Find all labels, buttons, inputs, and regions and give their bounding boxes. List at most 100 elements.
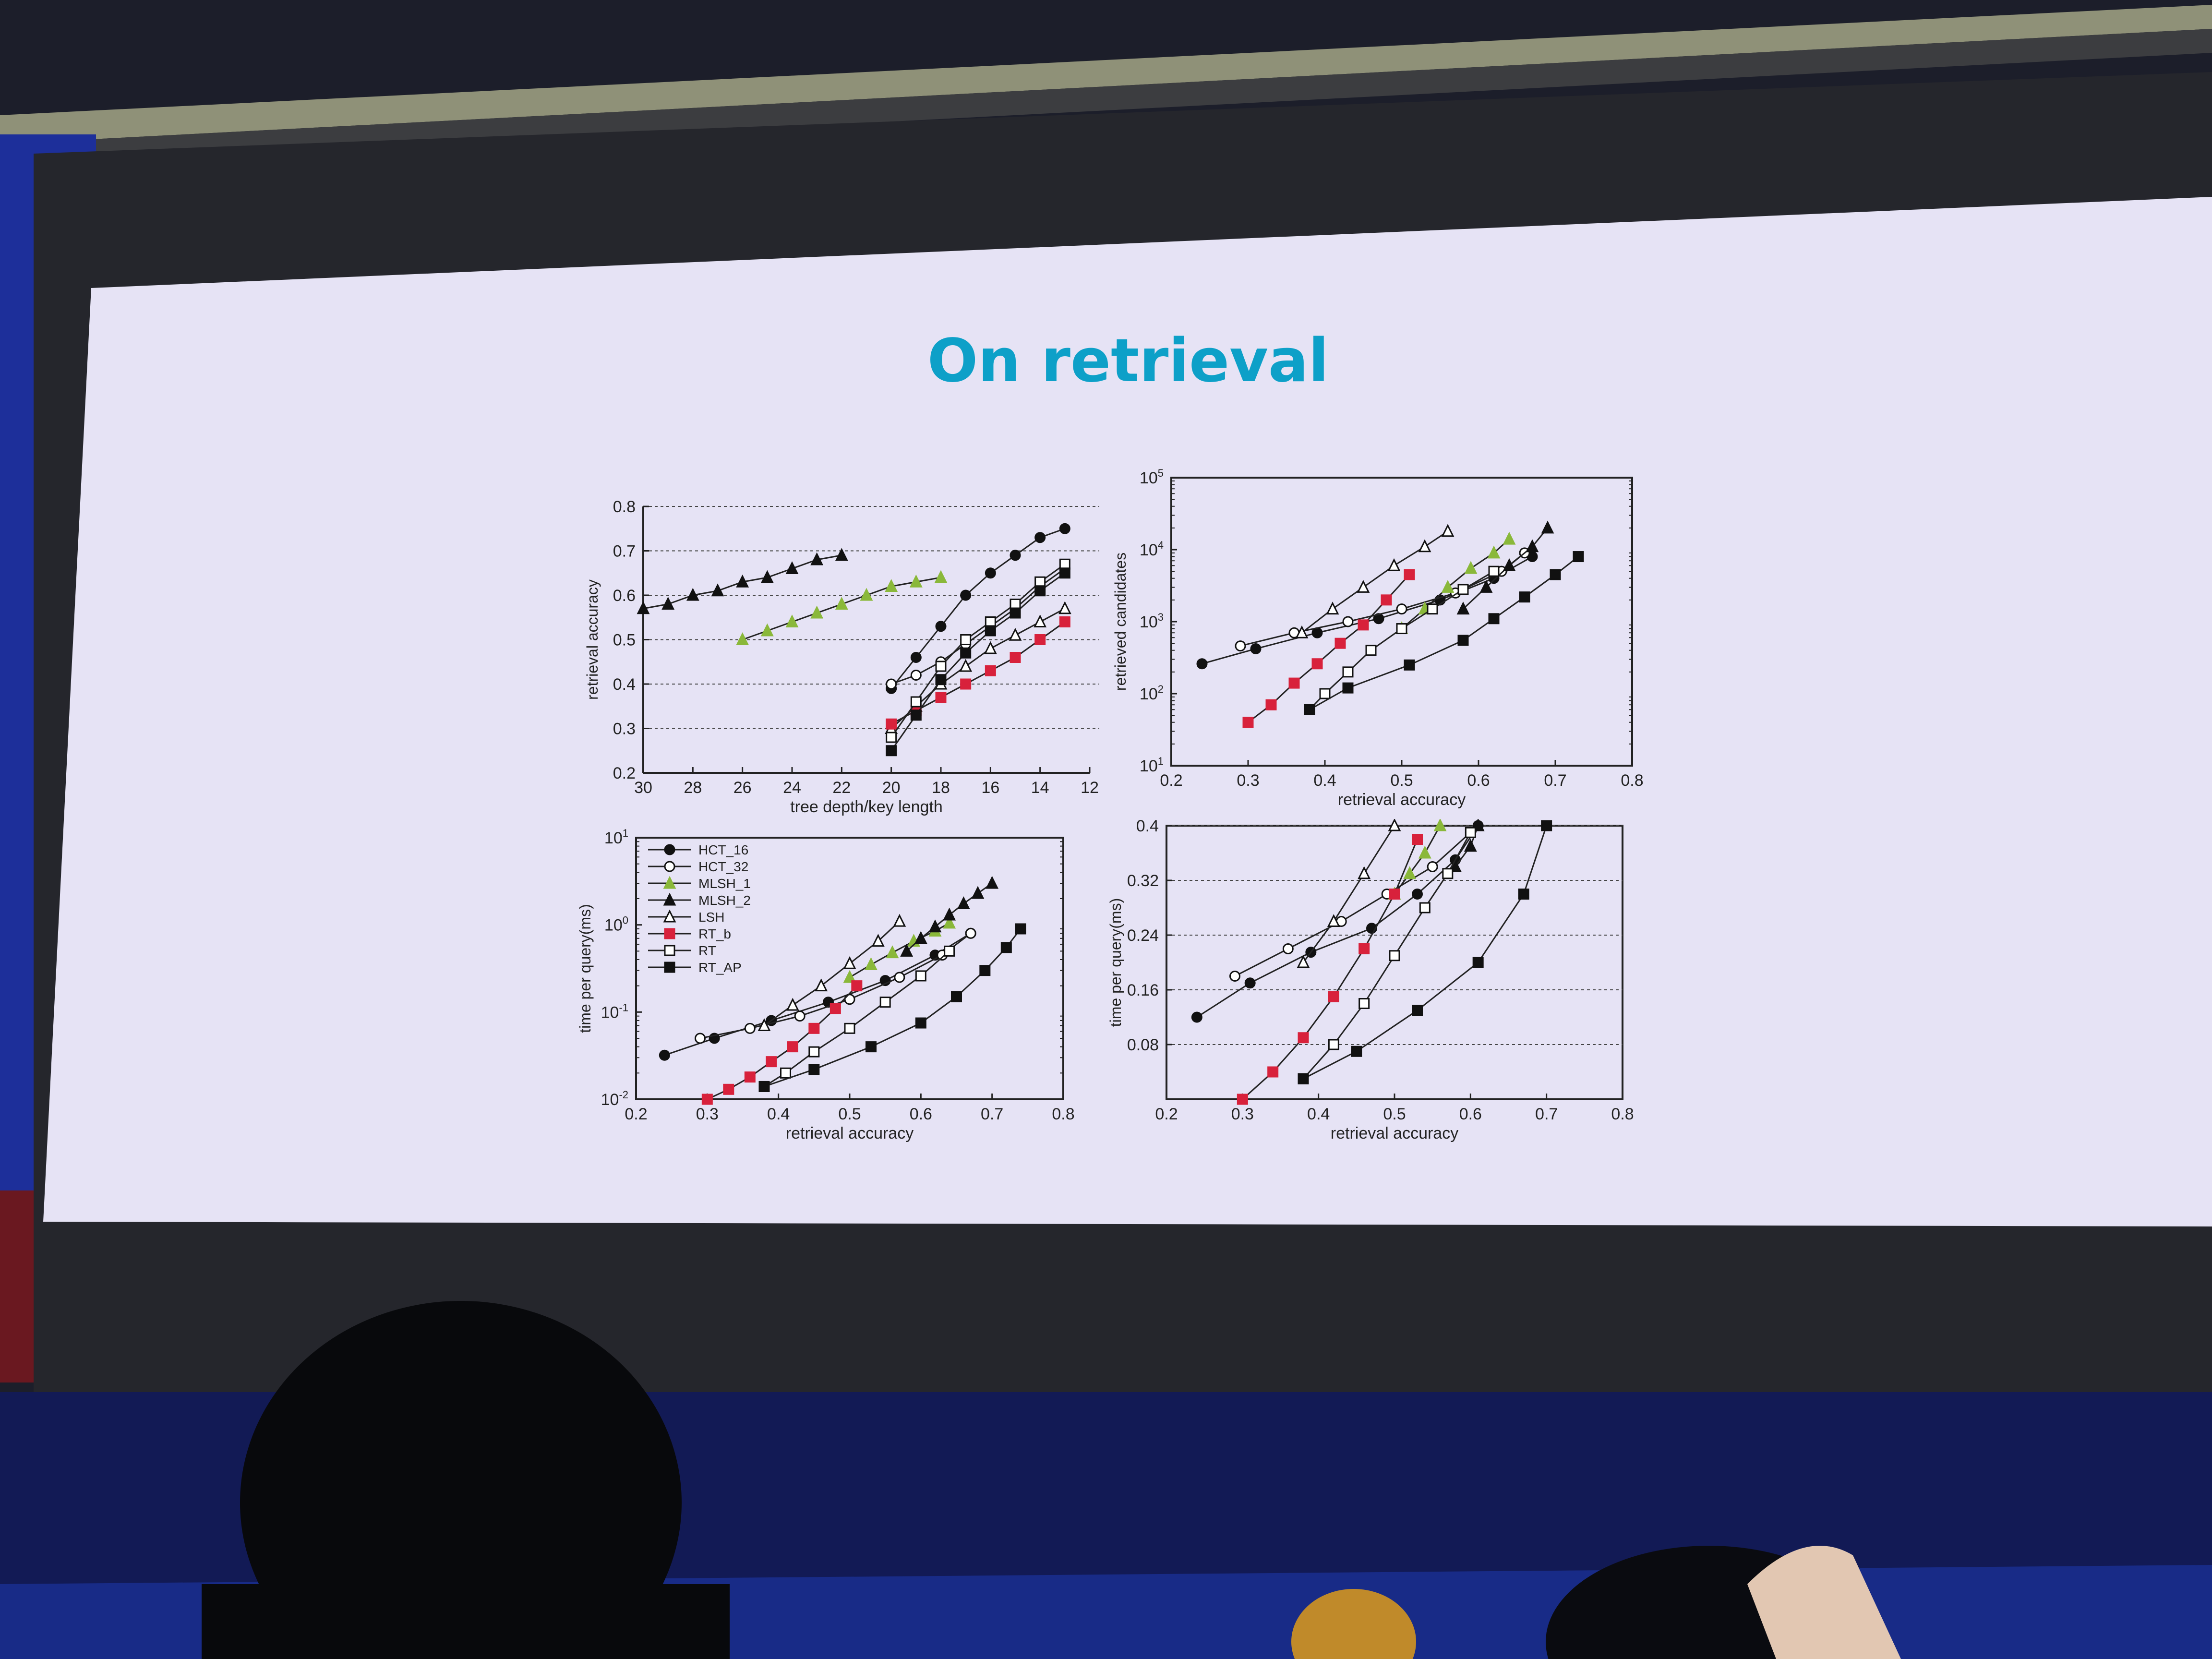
x-tick-label: 0.8 bbox=[1052, 1105, 1074, 1123]
data-point-RT_b bbox=[1288, 677, 1300, 689]
x-tick-label: 22 bbox=[832, 779, 851, 797]
data-point-RT_AP bbox=[1059, 567, 1070, 579]
data-point-HCT_16 bbox=[1196, 658, 1208, 670]
data-point-RT_b bbox=[886, 718, 897, 730]
data-point-RT_AP bbox=[951, 991, 962, 1002]
x-tick-label: 0.2 bbox=[1155, 1105, 1178, 1123]
legend-marker bbox=[664, 945, 675, 956]
data-point-RT bbox=[1465, 827, 1476, 838]
legend-label: MLSH_2 bbox=[698, 893, 751, 908]
x-tick-label: 0.3 bbox=[1231, 1105, 1254, 1123]
x-tick-label: 0.2 bbox=[1160, 771, 1182, 790]
data-point-RT bbox=[1365, 645, 1377, 656]
legend-label: RT bbox=[698, 943, 716, 958]
data-point-LSH bbox=[1034, 614, 1047, 627]
y-tick-label: 0.7 bbox=[613, 542, 636, 561]
data-point-RT_AP bbox=[866, 1041, 877, 1053]
data-point-MLSH_2 bbox=[1456, 601, 1470, 615]
y-tick-label: 0.24 bbox=[1127, 926, 1159, 945]
data-point-LSH bbox=[871, 934, 885, 947]
data-point-RT bbox=[1342, 666, 1354, 678]
data-point-MLSH_1 bbox=[934, 570, 948, 583]
data-point-MLSH_2 bbox=[736, 574, 749, 588]
data-point-MLSH_2 bbox=[686, 588, 699, 601]
data-point-RT bbox=[1457, 584, 1469, 595]
data-point-RT_b bbox=[960, 678, 972, 690]
y-tick-label: 0.6 bbox=[613, 587, 636, 605]
data-point-LSH bbox=[815, 978, 828, 992]
x-tick-label: 0.6 bbox=[910, 1105, 932, 1123]
data-point-RT_AP bbox=[1488, 613, 1500, 625]
data-point-RT bbox=[1396, 623, 1407, 635]
data-point-RT_AP bbox=[960, 647, 972, 659]
data-point-LSH bbox=[1441, 524, 1455, 537]
data-point-RT_AP bbox=[1472, 957, 1484, 968]
data-point-MLSH_1 bbox=[760, 623, 774, 637]
data-point-RT_b bbox=[935, 692, 947, 703]
data-point-MLSH_1 bbox=[1464, 561, 1478, 574]
x-tick-label: 18 bbox=[932, 779, 950, 797]
x-tick-label: 0.5 bbox=[838, 1105, 861, 1123]
y-tick-label: 104 bbox=[1140, 539, 1164, 559]
data-point-MLSH_1 bbox=[865, 957, 878, 970]
data-point-MLSH_1 bbox=[736, 632, 749, 645]
y-axis-label: retrieved candidates bbox=[1112, 553, 1129, 691]
y-tick-label: 100 bbox=[604, 914, 628, 935]
data-point-RT bbox=[844, 1022, 855, 1034]
legend-label: RT_AP bbox=[698, 960, 742, 975]
data-point-MLSH_1 bbox=[909, 574, 923, 588]
x-tick-label: 14 bbox=[1031, 779, 1049, 797]
x-axis-label: retrieval accuracy bbox=[1338, 791, 1466, 809]
data-point-RT_AP bbox=[1541, 820, 1552, 831]
data-point-HCT_16 bbox=[1412, 889, 1423, 900]
x-tick-label: 0.7 bbox=[1535, 1105, 1558, 1123]
legend-marker bbox=[663, 909, 676, 923]
data-point-MLSH_1 bbox=[1441, 580, 1455, 593]
x-tick-label: 0.6 bbox=[1467, 771, 1490, 790]
audience-shoulders-left bbox=[202, 1584, 730, 1659]
data-point-RT bbox=[879, 997, 891, 1008]
data-point-HCT_16 bbox=[960, 589, 972, 601]
data-point-MLSH_2 bbox=[637, 601, 650, 614]
x-axis-label: tree depth/key length bbox=[790, 798, 943, 816]
data-point-LSH bbox=[1295, 625, 1309, 638]
chart-time_vs_accuracy_log: 10-2 10-1 100 101 0.2 0.3 0.4 0.5 0.6 0.7 0.8 retri… bbox=[577, 827, 1075, 1142]
data-point-RT_b bbox=[1059, 616, 1070, 627]
data-point-RT_AP bbox=[1404, 659, 1415, 671]
x-tick-label: 0.6 bbox=[1459, 1105, 1482, 1123]
data-point-RT_AP bbox=[935, 674, 947, 685]
data-point-LSH bbox=[786, 998, 799, 1011]
data-point-MLSH_2 bbox=[900, 943, 914, 957]
data-point-LSH bbox=[1327, 914, 1340, 927]
data-point-RT bbox=[1319, 688, 1331, 699]
data-point-MLSH_1 bbox=[860, 588, 873, 601]
data-point-HCT_32 bbox=[1342, 616, 1354, 627]
data-point-HCT_32 bbox=[695, 1033, 706, 1044]
x-tick-label: 0.3 bbox=[696, 1105, 719, 1123]
y-axis-label: time per query(ms) bbox=[577, 904, 594, 1033]
data-point-HCT_16 bbox=[1191, 1011, 1202, 1023]
data-point-LSH bbox=[1326, 601, 1339, 615]
data-point-RT_b bbox=[1334, 637, 1346, 649]
data-point-MLSH_2 bbox=[785, 561, 799, 574]
data-point-RT_AP bbox=[808, 1064, 820, 1075]
y-axis-label: time per query(ms) bbox=[1107, 898, 1124, 1027]
series-line-HCT_32 bbox=[1234, 832, 1471, 977]
x-tick-label: 0.8 bbox=[1621, 771, 1643, 790]
legend-label: HCT_16 bbox=[698, 842, 748, 857]
data-point-LSH bbox=[757, 1018, 771, 1031]
data-point-MLSH_1 bbox=[885, 579, 898, 592]
data-point-RT bbox=[1419, 902, 1431, 914]
data-point-LSH bbox=[1357, 580, 1370, 593]
data-point-RT_AP bbox=[1351, 1046, 1362, 1057]
y-tick-label: 103 bbox=[1140, 611, 1164, 631]
data-point-RT_AP bbox=[1304, 704, 1315, 715]
data-point-LSH bbox=[959, 659, 973, 672]
data-point-MLSH_2 bbox=[1479, 580, 1493, 593]
data-point-RT_AP bbox=[886, 745, 897, 757]
left-banner-red bbox=[0, 1190, 34, 1382]
data-point-RT_AP bbox=[910, 709, 922, 721]
data-point-HCT_32 bbox=[1235, 640, 1246, 652]
